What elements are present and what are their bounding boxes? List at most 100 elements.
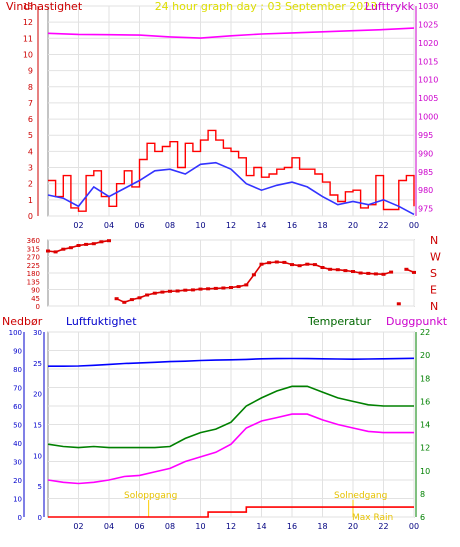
compass-label: W: [430, 251, 441, 264]
x-tick-label: 22: [378, 522, 388, 531]
y-inner-tick-label: 5: [38, 483, 42, 491]
legend-humidity: Luftfuktighet: [66, 315, 137, 328]
direction-point: [396, 302, 401, 306]
y-left-tick-label: 3: [28, 164, 33, 173]
y-right-tick-label: 1025: [418, 20, 438, 29]
dewpoint-line: [47, 413, 414, 485]
y-left-tick-label: 10: [23, 50, 33, 59]
y-left-tick-label: 180: [27, 270, 40, 278]
y-left-tick-label: 50: [13, 422, 22, 430]
legend-rain: Nedbør: [2, 315, 43, 328]
chart-title: 24 hour graph day : 03 September 2023: [155, 0, 378, 13]
y-left-tick-label: 7: [28, 99, 33, 108]
x-tick-label: 02: [73, 221, 83, 230]
y-left-tick-label: 11: [23, 34, 33, 43]
x-tick-label: 12: [226, 522, 236, 531]
y-right-tick-label: 1005: [418, 94, 438, 103]
x-tick-label: 08: [165, 522, 175, 531]
legend-temperature: Temperatur: [307, 315, 372, 328]
direction-line: [47, 239, 415, 304]
y-left-tick-label: 315: [27, 245, 40, 253]
x-tick-label: 06: [134, 522, 144, 531]
y-right-tick-label: 985: [418, 168, 433, 177]
y-left-tick-label: 6: [28, 115, 33, 124]
y-right-tick-label: 1015: [418, 57, 438, 66]
compass-label: S: [430, 267, 437, 280]
x-tick-label: 04: [104, 221, 114, 230]
y-right-tick-label: 20: [420, 351, 430, 360]
sunrise-annotation: Soloppgang: [124, 491, 177, 501]
y-left-tick-label: 225: [27, 262, 40, 270]
humidity-line: [48, 357, 415, 367]
y-left-tick-label: 1: [28, 196, 33, 205]
y-right-tick-label: 10: [420, 467, 430, 476]
x-tick-label: 20: [348, 522, 358, 531]
y-left-tick-label: 40: [13, 440, 22, 448]
x-tick-label: 14: [256, 522, 266, 531]
x-tick-label: 10: [195, 221, 205, 230]
y-left-tick-label: 0: [28, 212, 33, 221]
y-left-tick-label: 360: [27, 237, 40, 245]
y-left-tick-label: 10: [13, 496, 22, 504]
y-inner-tick-label: 25: [33, 360, 42, 368]
y-left-tick-label: 5: [28, 131, 33, 140]
pressure-line: [47, 27, 415, 39]
wind-average-line: [47, 161, 415, 216]
x-tick-label: 10: [195, 522, 205, 531]
x-tick-label: 16: [287, 221, 297, 230]
y-left-tick-label: 100: [9, 329, 22, 337]
y-left-tick-label: 45: [31, 295, 40, 303]
x-tick-label: 08: [165, 221, 175, 230]
x-tick-label: 06: [134, 221, 144, 230]
x-tick-label: 18: [317, 221, 327, 230]
y-right-tick-label: 1000: [418, 113, 438, 122]
x-tick-label: 14: [256, 221, 266, 230]
y-inner-tick-label: 10: [33, 452, 42, 460]
y-right-tick-label: 16: [420, 397, 430, 406]
y-left-tick-label: 30: [13, 459, 22, 467]
y-left-tick-label: 13: [23, 2, 33, 11]
legend-dewpoint: Duggpunkt: [386, 315, 448, 328]
y-left-tick-label: 80: [13, 366, 22, 374]
y-left-tick-label: 270: [27, 254, 40, 262]
y-right-tick-label: 975: [418, 205, 433, 214]
x-tick-label: 12: [226, 221, 236, 230]
y-right-tick-label: 18: [420, 374, 430, 383]
y-right-tick-label: 995: [418, 131, 433, 140]
compass-label: N: [430, 300, 438, 313]
y-left-tick-label: 0: [18, 514, 22, 522]
x-tick-label: 00: [409, 522, 419, 531]
humidity-temperature-panel: 02 04 06 08 10 12 14 16 18 20 22 000102030405060708…: [9, 328, 431, 531]
y-right-tick-label: 1010: [418, 76, 438, 85]
y-left-tick-label: 2: [28, 180, 33, 189]
compass-label: E: [430, 284, 437, 297]
y-left-tick-label: 0: [36, 303, 40, 311]
x-tick-label: 02: [73, 522, 83, 531]
y-inner-tick-label: 30: [33, 329, 42, 337]
y-left-tick-label: 90: [13, 348, 22, 356]
y-right-tick-label: 6: [420, 513, 425, 522]
y-left-tick-label: 135: [27, 278, 40, 286]
y-inner-tick-label: 0: [38, 514, 42, 522]
y-left-tick-label: 60: [13, 403, 22, 411]
y-left-tick-label: 9: [28, 67, 33, 76]
x-tick-label: 00: [409, 221, 419, 230]
y-left-tick-label: 4: [28, 147, 33, 156]
wind-pressure-panel: 02 04 06 08 10 12 14 16 18 20 22 000123456789101112…: [23, 2, 439, 230]
sunset-annotation: Solnedgang: [334, 491, 387, 501]
pressure-label: Lufttrykk: [365, 0, 415, 13]
wind-speed-line: [48, 129, 415, 212]
y-right-tick-label: 14: [420, 421, 430, 430]
wind-speed-label: Vindhastighet: [6, 0, 83, 13]
y-left-tick-label: 20: [13, 477, 22, 485]
y-left-tick-label: 70: [13, 385, 22, 393]
y-right-tick-label: 1030: [418, 2, 438, 11]
x-tick-label: 20: [348, 221, 358, 230]
y-inner-tick-label: 15: [33, 422, 42, 430]
y-right-tick-label: 990: [418, 149, 433, 158]
y-left-tick-label: 90: [31, 287, 40, 295]
y-left-tick-label: 12: [23, 18, 33, 27]
max-rain-annotation: Max Rain: [352, 513, 393, 523]
